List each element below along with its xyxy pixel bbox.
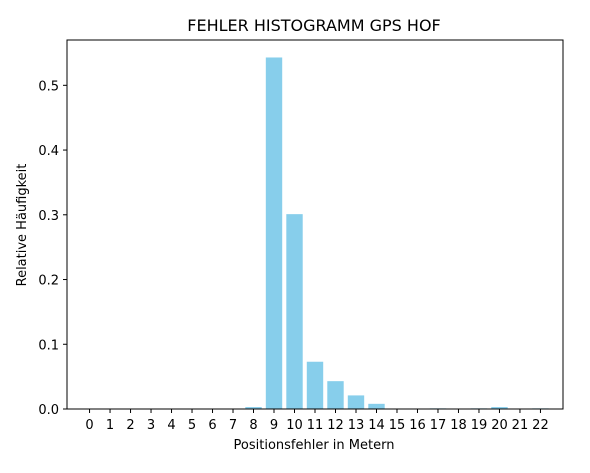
bar-8	[245, 407, 262, 409]
y-axis-ticks: 0.0 0.1 0.2 0.3 0.4 0.5	[38, 79, 67, 418]
bar-14	[368, 403, 385, 409]
x-tick-label: 22	[532, 418, 549, 433]
x-tick-label: 9	[270, 418, 278, 433]
y-tick-label: 0.2	[38, 274, 59, 289]
x-tick-label: 11	[307, 418, 324, 433]
x-tick-label: 8	[249, 418, 257, 433]
bar-10	[286, 214, 303, 409]
x-tick-label: 1	[106, 418, 114, 433]
y-axis-label: Relative Häufigkeit	[15, 164, 30, 287]
y-tick-label: 0.3	[38, 209, 59, 224]
x-tick-label: 6	[208, 418, 216, 433]
x-tick-label: 16	[409, 418, 426, 433]
y-tick-label: 0.4	[38, 144, 59, 159]
x-tick-label: 14	[368, 418, 385, 433]
x-tick-label: 0	[85, 418, 93, 433]
x-axis-ticks: 0 1 2 3 4 5 6 7 8 9 10 11 12 13 14 15 16 17 18 19 20 21 22	[85, 409, 549, 433]
x-tick-label: 12	[327, 418, 344, 433]
y-tick-label: 0.0	[38, 403, 59, 418]
x-tick-label: 18	[450, 418, 467, 433]
x-tick-label: 10	[286, 418, 303, 433]
plot-frame	[66, 39, 564, 410]
x-tick-label: 3	[147, 418, 155, 433]
bar-9	[265, 57, 283, 410]
y-tick-label: 0.1	[38, 338, 59, 353]
x-tick-label: 20	[491, 418, 508, 433]
bar-12	[327, 381, 344, 409]
x-tick-label: 4	[167, 418, 175, 433]
x-tick-label: 19	[471, 418, 488, 433]
x-tick-label: 5	[188, 418, 196, 433]
bar-11	[306, 361, 324, 409]
x-tick-label: 13	[348, 418, 365, 433]
chart-title: FEHLER HISTOGRAMM GPS HOF	[187, 16, 440, 35]
y-tick-label: 0.5	[38, 79, 59, 94]
bar-13	[347, 395, 365, 409]
bars-group	[245, 57, 549, 410]
x-axis-label: Positionsfehler in Metern	[234, 438, 395, 453]
x-tick-label: 17	[430, 418, 447, 433]
x-tick-label: 7	[229, 418, 237, 433]
x-tick-label: 2	[126, 418, 134, 433]
bar-20	[491, 407, 508, 409]
x-tick-label: 21	[512, 418, 529, 433]
x-tick-label: 15	[389, 418, 406, 433]
